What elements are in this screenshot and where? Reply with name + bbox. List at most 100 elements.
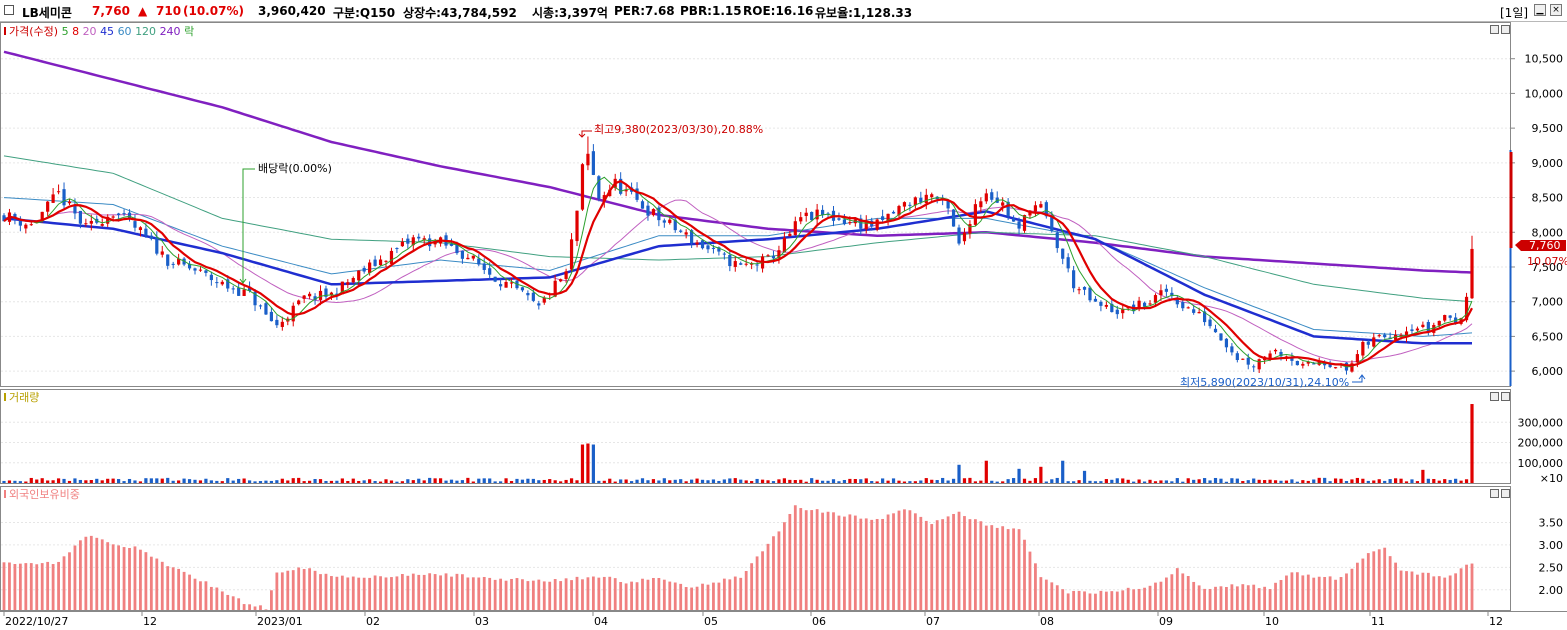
- foreign-bar: [1208, 588, 1212, 610]
- volume-bar: [1410, 479, 1414, 483]
- candle-body: [1432, 324, 1436, 333]
- pane-maximize-icon[interactable]: [1501, 489, 1510, 498]
- foreign-bar: [439, 575, 442, 610]
- candle-body: [253, 291, 257, 306]
- pane-minimize-icon[interactable]: [1490, 489, 1499, 498]
- candle-body: [673, 219, 677, 231]
- volume-bar: [286, 480, 290, 483]
- candle-body: [739, 263, 743, 265]
- candle-body: [291, 305, 295, 322]
- volume-bar: [264, 480, 268, 483]
- foreign-bar: [1132, 589, 1136, 610]
- foreign-bar: [930, 524, 934, 610]
- candle-body: [668, 219, 672, 223]
- price-change-pct: (10.07%): [183, 4, 244, 18]
- period-selector[interactable]: [1일]: [1500, 6, 1529, 20]
- candle-body: [984, 193, 988, 202]
- foreign-bar: [755, 556, 759, 610]
- legend-item: 8: [72, 25, 83, 38]
- stock-name[interactable]: LB세미콘: [22, 6, 72, 20]
- select-checkbox[interactable]: [4, 5, 14, 15]
- pane-buttons[interactable]: [1490, 25, 1510, 498]
- volume-pane: [0, 389, 1511, 484]
- date-tick-label: 10: [1265, 615, 1279, 628]
- foreign-bar: [1377, 549, 1381, 610]
- volume-bar: [438, 478, 443, 483]
- candle-body: [384, 260, 388, 262]
- candle-body: [619, 178, 623, 194]
- foreign-bar: [602, 576, 606, 610]
- minimize-icon[interactable]: ▁: [1534, 4, 1546, 16]
- foreign-bar: [613, 578, 617, 610]
- volume-bar: [804, 481, 808, 483]
- candle-body: [771, 256, 776, 259]
- foreign-bar: [1072, 590, 1076, 610]
- pane-maximize-icon[interactable]: [1501, 392, 1510, 401]
- foreign-bar: [2, 562, 6, 610]
- foreign-bar: [1154, 582, 1157, 610]
- foreign-tick-label: 2.50: [1539, 561, 1564, 574]
- pane-minimize-icon[interactable]: [1490, 25, 1499, 34]
- foreign-bar: [668, 581, 672, 610]
- candle-body: [78, 210, 83, 224]
- foreign-bar: [1170, 574, 1174, 610]
- stock-chart[interactable]: 6,000 6,500 7,000 7,500 8,000 8,500 9,000 9,500…: [0, 22, 1567, 630]
- foreign-bar: [209, 586, 213, 610]
- candle-body: [1355, 354, 1359, 363]
- candle-body: [586, 153, 590, 166]
- candle-body: [297, 300, 301, 305]
- foreign-bar: [1028, 551, 1032, 610]
- foreign-bar: [908, 510, 912, 610]
- foreign-tick-label: 3.50: [1539, 516, 1564, 529]
- candle-body: [460, 250, 465, 259]
- volume-bar: [1072, 481, 1076, 483]
- candle-body: [700, 240, 705, 249]
- foreign-bar: [395, 576, 399, 610]
- foreign-bar: [1055, 585, 1059, 610]
- candle-body: [264, 303, 268, 315]
- candle-body: [67, 201, 72, 204]
- volume-bar: [1164, 480, 1168, 483]
- candle-body: [373, 259, 377, 266]
- volume-bar: [1388, 479, 1392, 483]
- volume-bar: [613, 481, 617, 483]
- foreign-bar: [444, 573, 448, 610]
- candle-body: [1361, 341, 1365, 356]
- volume-bar: [56, 478, 61, 483]
- foreign-bar: [597, 577, 601, 610]
- foreign-bar: [1437, 576, 1441, 610]
- foreign-bar: [253, 606, 257, 610]
- volume-bar: [258, 481, 263, 483]
- volume-bar: [198, 480, 203, 483]
- candle-body: [553, 280, 557, 297]
- candle-body: [990, 192, 994, 200]
- pane-minimize-icon[interactable]: [1490, 392, 1499, 401]
- close-icon[interactable]: ×: [1550, 4, 1562, 16]
- foreign-bar: [1012, 528, 1015, 610]
- foreign-bar: [422, 574, 426, 610]
- candle-body: [1404, 331, 1409, 338]
- foreign-bar: [237, 598, 241, 610]
- volume-bar: [1148, 479, 1152, 483]
- foreign-bar: [128, 547, 131, 610]
- date-tick-label: 02: [366, 615, 380, 628]
- volume-bar: [111, 478, 115, 483]
- volume-bar: [275, 480, 279, 483]
- volume-bar: [962, 478, 967, 483]
- foreign-bar: [963, 516, 966, 610]
- foreign-bar: [330, 576, 333, 610]
- foreign-bar: [1383, 547, 1387, 610]
- volume-bar: [362, 480, 366, 483]
- candle-body: [662, 220, 666, 223]
- candle-body: [1170, 292, 1174, 297]
- volume-bar: [853, 479, 857, 483]
- volume-bar: [1404, 481, 1409, 483]
- volume-bar: [368, 479, 372, 483]
- pane-maximize-icon[interactable]: [1501, 25, 1510, 34]
- volume-bar: [1328, 481, 1332, 483]
- volume-bar: [100, 480, 104, 483]
- foreign-bar: [515, 578, 519, 610]
- date-tick-label: 03: [475, 615, 489, 628]
- foreign-bar: [1470, 563, 1474, 610]
- candle-body: [499, 284, 503, 287]
